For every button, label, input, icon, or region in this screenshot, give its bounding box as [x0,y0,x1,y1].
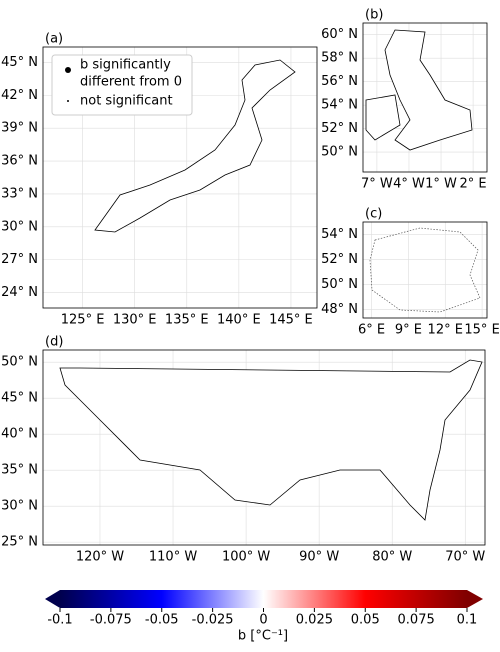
legend: b significantly different from 0 not sig… [51,54,193,116]
panel-label: (d) [45,335,63,350]
panel-label: (b) [365,8,383,23]
great-britain [384,29,473,151]
colorbar-tick-label: 0.05 [351,613,380,628]
panel-frame [362,22,488,173]
x-tick-label: 6° E [358,323,385,338]
y-tick-label: 54° N [321,98,358,113]
y-tick-label: 33° N [1,186,38,201]
legend-marker [65,67,71,73]
x-tick-label: 7° W [361,177,393,192]
colorbar-tick-label: -0.075 [90,613,132,628]
colorbar-extend [45,590,60,608]
x-tick-label: 130° E [113,313,157,328]
germany-border [369,227,481,313]
y-tick-label: 39° N [1,121,38,136]
y-tick-label: 50° N [321,145,358,160]
colorbar-tick-label: 0.025 [296,613,333,628]
x-tick-label: 1° W [425,177,457,192]
panel-frame [42,349,486,546]
x-tick-label: 100° W [222,550,270,565]
legend-label: different from 0 [80,75,182,90]
colorbar-tick-label: 0 [259,613,267,628]
x-tick-label: 12° E [428,323,463,338]
x-tick-label: 110° W [149,550,197,565]
colorbar-tick-label: -0.1 [47,613,72,628]
y-tick-label: 50° N [1,355,38,370]
y-tick-label: 58° N [321,51,358,66]
usa-coast [59,359,483,521]
y-tick-label: 56° N [321,74,358,89]
y-tick-label: 35° N [1,463,38,478]
x-tick-label: 145° E [269,313,313,328]
x-tick-label: 15° E [464,323,499,338]
y-tick-label: 45° N [1,391,38,406]
y-tick-label: 45° N [1,55,38,70]
japan [94,59,296,233]
colorbar-tick-label: -0.05 [145,613,179,628]
x-tick-label: 80° W [372,550,412,565]
y-tick-label: 50° N [321,277,358,292]
y-tick-label: 42° N [1,88,38,103]
panel-label: (c) [365,207,382,222]
y-tick-label: 40° N [1,427,38,442]
ireland [365,94,401,141]
y-tick-label: 30° N [1,499,38,514]
panel-frame [362,221,488,319]
x-tick-label: 90° W [299,550,339,565]
colorbar-tick-label: -0.025 [192,613,234,628]
colorbar-label: b [°C⁻¹] [238,629,288,644]
y-tick-label: 30° N [1,219,38,234]
x-tick-label: 4° W [393,177,425,192]
y-tick-label: 36° N [1,154,38,169]
y-tick-label: 54° N [321,227,358,242]
colorbar-extend [467,590,483,608]
y-tick-label: 52° N [321,121,358,136]
x-tick-label: 9° E [395,323,422,338]
x-tick-label: 2° E [460,177,487,192]
colorbar-tick-label: 0.1 [457,613,478,628]
legend-label: b significantly [80,58,171,73]
y-tick-label: 52° N [321,252,358,267]
x-tick-label: 135° E [165,313,209,328]
colorbar: b [°C⁻¹] -0.1 -0.075 -0.05 -0.025 0 0.025 0.05… [45,590,483,644]
y-tick-label: 60° N [321,27,358,42]
colorbar-tick-label: 0.075 [398,613,435,628]
y-tick-label: 25° N [1,535,38,550]
panel-frame [42,46,318,309]
y-tick-label: 24° N [1,285,38,300]
x-tick-label: 70° W [445,550,485,565]
x-tick-label: 140° E [217,313,261,328]
panel-label: (a) [45,32,63,47]
legend-box [51,54,193,116]
x-tick-label: 120° W [76,550,124,565]
legend-label: not significant [80,94,173,109]
x-tick-label: 125° E [61,313,105,328]
y-tick-label: 27° N [1,252,38,267]
legend-marker [67,100,69,102]
y-tick-label: 48° N [321,302,358,317]
colorbar-body [60,590,467,608]
